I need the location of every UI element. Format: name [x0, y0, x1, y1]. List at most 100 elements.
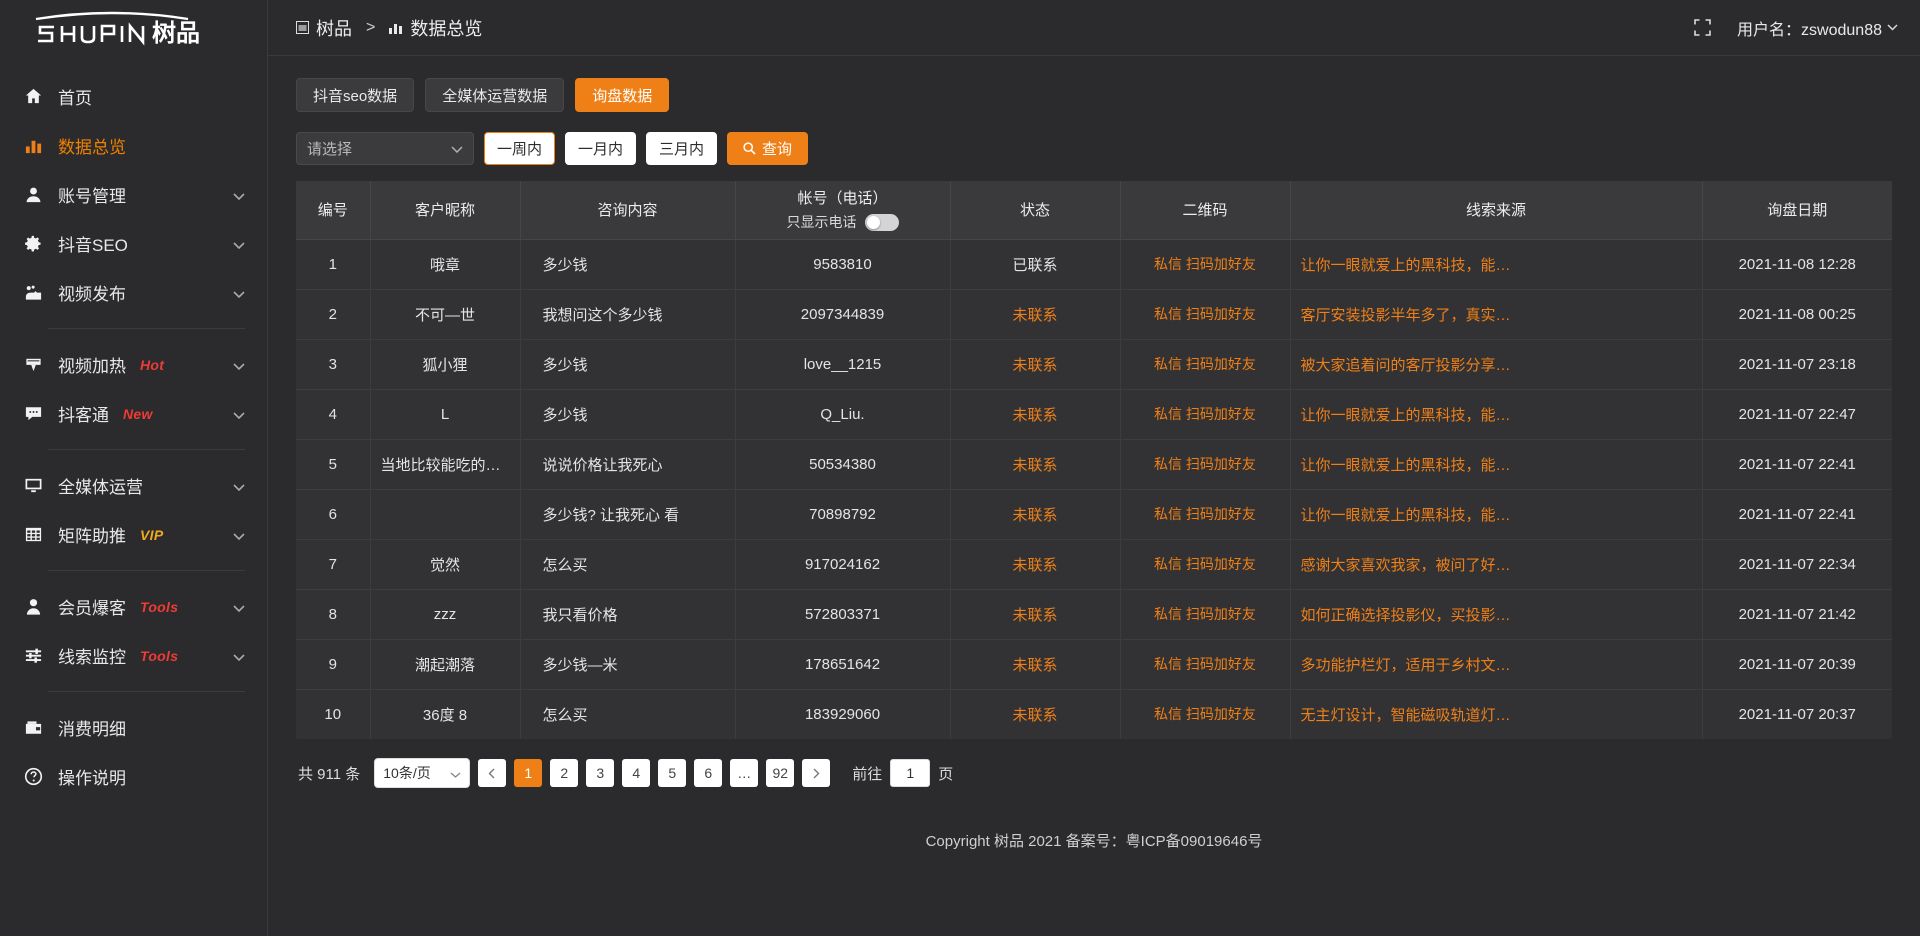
sidebar-item-3[interactable]: 抖音SEO — [0, 219, 267, 268]
th-date[interactable]: 询盘日期 — [1702, 181, 1892, 240]
th-qrcode[interactable]: 二维码 — [1120, 181, 1291, 240]
table-row[interactable]: 8 zzz 我只看价格 572803371 未联系 私信 扫码加好友 如何正确选择投影仪，买… — [296, 589, 1892, 640]
cell-qrcode-link[interactable]: 私信 扫码加好友 — [1120, 289, 1291, 340]
cell-account: 178651642 — [735, 639, 951, 690]
monitor-icon — [25, 478, 41, 493]
question-circle-icon — [22, 766, 44, 788]
tab-datasource-1[interactable]: 全媒体运营数据 — [425, 78, 565, 112]
table-row[interactable]: 2 不可—世 我想问这个多少钱 2097344839 未联系 私信 扫码加好友 客厅安装投影… — [296, 289, 1892, 340]
page-button-3[interactable]: 4 — [622, 759, 651, 787]
sidebar-item-16[interactable]: 操作说明 — [0, 752, 267, 801]
th-status[interactable]: 状态 — [950, 181, 1121, 240]
breadcrumb-item-root[interactable]: 树品 — [296, 15, 352, 41]
user-menu[interactable]: 用户名：zswodun88 — [1737, 16, 1898, 40]
chevron-down-icon[interactable] — [233, 404, 245, 424]
page-button-4[interactable]: 5 — [658, 759, 687, 787]
th-source[interactable]: 线索来源 — [1290, 181, 1703, 240]
table-row[interactable]: 10 36度 8 怎么买 183929060 未联系 私信 扫码加好友 无主灯设计，智能磁吸… — [296, 689, 1892, 739]
th-nickname[interactable]: 客户昵称 — [370, 181, 521, 240]
phone-only-toggle[interactable] — [864, 213, 899, 231]
fullscreen-icon[interactable] — [1694, 19, 1711, 36]
cell-source-link[interactable]: 让你一眼就爱上的黑科技，能… — [1290, 389, 1703, 440]
sidebar-item-2[interactable]: 账号管理 — [0, 170, 267, 219]
table-row[interactable]: 1 哦章 多少钱 9583810 已联系 私信 扫码加好友 让你一眼就爱上的黑科技，能… 20… — [296, 239, 1892, 290]
status-badge: 未联系 — [950, 639, 1121, 690]
cell-qrcode-link[interactable]: 私信 扫码加好友 — [1120, 689, 1291, 739]
sidebar-item-0[interactable]: 首页 — [0, 72, 267, 121]
chevron-down-icon[interactable] — [233, 234, 245, 254]
sidebar-item-label: 数据总览 — [58, 138, 126, 157]
gear-icon — [22, 233, 44, 255]
search-button[interactable]: 查询 — [727, 132, 809, 165]
chevron-down-icon[interactable] — [233, 283, 245, 303]
th-account[interactable]: 帐号（电话） 只显示电话 — [735, 181, 951, 240]
breadcrumb-item-current[interactable]: 数据总览 — [389, 15, 482, 41]
page-next-button[interactable] — [802, 759, 831, 787]
category-select[interactable]: 请选择 — [296, 132, 474, 165]
brand-logo[interactable]: 树品 — [0, 0, 267, 58]
table-row[interactable]: 6 多少钱? 让我死心 看 70898792 未联系 私信 扫码加好友 让你一眼就爱上的黑… — [296, 489, 1892, 540]
chevron-down-icon[interactable] — [233, 355, 245, 375]
th-no[interactable]: 编号 — [296, 181, 371, 240]
cell-source-link[interactable]: 被大家追着问的客厅投影分享… — [1290, 339, 1703, 390]
sidebar-item-12[interactable]: 会员爆客 Tools — [0, 582, 267, 631]
page-button-6[interactable]: … — [730, 759, 759, 787]
chevron-down-icon[interactable] — [233, 476, 245, 496]
page-button-5[interactable]: 6 — [694, 759, 723, 787]
sidebar-item-badge: Tools — [140, 647, 179, 664]
chevron-down-icon[interactable] — [233, 597, 245, 617]
cell-qrcode-link[interactable]: 私信 扫码加好友 — [1120, 439, 1291, 490]
range-button-2[interactable]: 三月内 — [646, 132, 718, 165]
sidebar-item-9[interactable]: 全媒体运营 — [0, 461, 267, 510]
tab-datasource-0[interactable]: 抖音seo数据 — [296, 78, 415, 112]
page-goto-input[interactable] — [890, 759, 931, 787]
page-button-0[interactable]: 1 — [514, 759, 543, 787]
page-size-select[interactable]: 10条/页 — [374, 758, 471, 788]
th-content[interactable]: 咨询内容 — [520, 181, 736, 240]
cell-qrcode-link[interactable]: 私信 扫码加好友 — [1120, 639, 1291, 690]
page-button-2[interactable]: 3 — [586, 759, 615, 787]
cell-source-link[interactable]: 无主灯设计，智能磁吸轨道灯… — [1290, 689, 1703, 739]
cell-source-link[interactable]: 让你一眼就爱上的黑科技，能… — [1290, 439, 1703, 490]
page-button-1[interactable]: 2 — [550, 759, 579, 787]
range-button-0[interactable]: 一周内 — [484, 132, 556, 165]
sidebar-item-4[interactable]: 视频发布 — [0, 268, 267, 317]
cell-source-link[interactable]: 让你一眼就爱上的黑科技，能… — [1290, 239, 1703, 290]
cell-qrcode-link[interactable]: 私信 扫码加好友 — [1120, 239, 1291, 290]
chevron-down-icon[interactable] — [233, 185, 245, 205]
sidebar-item-10[interactable]: 矩阵助推 VIP — [0, 510, 267, 559]
cell-no: 1 — [296, 239, 371, 290]
cell-qrcode-link[interactable]: 私信 扫码加好友 — [1120, 489, 1291, 540]
sidebar-item-7[interactable]: 抖客通 New — [0, 389, 267, 438]
page-button-7[interactable]: 92 — [766, 759, 795, 787]
cell-qrcode-link[interactable]: 私信 扫码加好友 — [1120, 339, 1291, 390]
cell-qrcode-link[interactable]: 私信 扫码加好友 — [1120, 589, 1291, 640]
cell-qrcode-link[interactable]: 私信 扫码加好友 — [1120, 539, 1291, 590]
sidebar-item-15[interactable]: 消费明细 — [0, 703, 267, 752]
table-row[interactable]: 3 狐小狸 多少钱 love__1215 未联系 私信 扫码加好友 被大家追着问的客厅投影分… — [296, 339, 1892, 390]
chevron-down-icon[interactable] — [233, 525, 245, 545]
cell-source-link[interactable]: 感谢大家喜欢我家，被问了好… — [1290, 539, 1703, 590]
cell-qrcode-link[interactable]: 私信 扫码加好友 — [1120, 389, 1291, 440]
sidebar-divider — [48, 328, 245, 329]
table-row[interactable]: 7 觉然 怎么买 917024162 未联系 私信 扫码加好友 感谢大家喜欢我家，被问了好…… — [296, 539, 1892, 590]
cell-source-link[interactable]: 让你一眼就爱上的黑科技，能… — [1290, 489, 1703, 540]
page-prev-button[interactable] — [478, 759, 507, 787]
sidebar-item-13[interactable]: 线索监控 Tools — [0, 631, 267, 680]
cell-nickname: 不可—世 — [370, 289, 521, 340]
tab-datasource-2[interactable]: 询盘数据 — [575, 78, 670, 112]
cell-source-link[interactable]: 多功能护栏灯，适用于乡村文… — [1290, 639, 1703, 690]
table-row[interactable]: 5当地比较能吃的一位美女说说价格让我死心50534380未联系私信 扫码加好友让… — [296, 439, 1892, 490]
cell-content: 怎么买 — [520, 539, 736, 590]
range-button-1[interactable]: 一月内 — [565, 132, 637, 165]
cell-source-link[interactable]: 如何正确选择投影仪，买投影… — [1290, 589, 1703, 640]
sidebar-item-1[interactable]: 数据总览 — [0, 121, 267, 170]
search-icon — [743, 142, 756, 155]
chevron-down-icon[interactable] — [233, 646, 245, 666]
table-row[interactable]: 9 潮起潮落 多少钱—米 178651642 未联系 私信 扫码加好友 多功能护栏灯，适用于… — [296, 639, 1892, 690]
sidebar-item-6[interactable]: 视频加热 Hot — [0, 340, 267, 389]
breadcrumb-current-label: 数据总览 — [410, 18, 483, 39]
table-row[interactable]: 4 L 多少钱 Q_Liu. 未联系 私信 扫码加好友 让你一眼就爱上的黑科技，能… 2021… — [296, 389, 1892, 440]
cell-source-link[interactable]: 客厅安装投影半年多了，真实… — [1290, 289, 1703, 340]
